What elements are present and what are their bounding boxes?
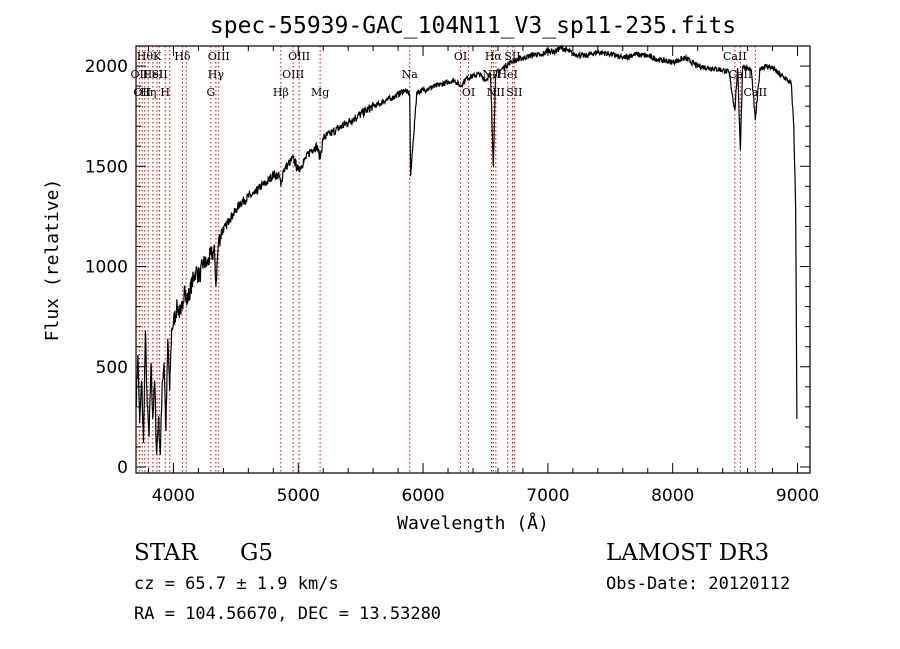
chart-title: spec-55939-GAC_104N11_V3_sp11-235.fits <box>210 13 736 39</box>
line-label: Na <box>402 68 419 81</box>
line-label: K <box>153 50 162 63</box>
x-tick-label: 6000 <box>401 486 444 506</box>
line-label: OII <box>133 86 151 99</box>
line-label: NII <box>487 86 505 99</box>
line-label: Hβ <box>273 86 289 99</box>
object-class: STAR <box>134 540 198 566</box>
y-tick-label: 1500 <box>85 157 128 177</box>
line-label: CaII <box>723 50 747 63</box>
y-tick-label: 0 <box>117 458 128 478</box>
y-axis-ticks: 0 500 1000 1500 2000 <box>85 45 810 478</box>
line-label: NII <box>482 68 500 81</box>
line-label: Hδ <box>174 50 191 63</box>
line-label: H <box>160 86 170 99</box>
line-label: Hθ <box>137 50 154 63</box>
line-label: OI <box>462 86 475 99</box>
line-label: Hη <box>140 86 156 99</box>
x-axis-label: Wavelength (Å) <box>397 512 549 534</box>
line-markers <box>138 46 756 473</box>
observation-date: Obs-Date: 20120112 <box>606 574 791 594</box>
coordinates: RA = 104.56670, DEC = 13.53280 <box>134 604 442 624</box>
redshift-velocity: cz = 65.7 ± 1.9 km/s <box>134 574 339 594</box>
x-axis-ticks: 4000 5000 6000 7000 8000 9000 <box>147 46 819 506</box>
line-label: G <box>206 86 215 99</box>
line-label: CaII <box>729 68 753 81</box>
spectral-subclass: G5 <box>240 540 274 566</box>
line-label: SII <box>506 86 522 99</box>
line-label: OII <box>131 68 149 81</box>
y-tick-label: 2000 <box>85 57 128 77</box>
line-label: OIII <box>288 50 310 63</box>
spectrum-series-line <box>135 44 798 456</box>
y-tick-label: 500 <box>96 358 128 378</box>
plot-frame <box>135 45 811 474</box>
line-label: Hα <box>485 50 503 63</box>
y-tick-label: 1000 <box>85 258 128 278</box>
line-label: HeI <box>143 68 163 81</box>
x-tick-label: 9000 <box>776 486 819 506</box>
line-label: HeI <box>497 68 517 81</box>
line-labels: OII OII Hθ Hη HeI K SII H Hδ G Hγ OIII Hβ OIII OIII Mg N… <box>131 50 768 99</box>
x-tick-label: 4000 <box>152 486 195 506</box>
y-axis-label: Flux (relative) <box>42 179 63 342</box>
line-label: OIII <box>282 68 304 81</box>
survey-name: LAMOST DR3 <box>606 540 770 566</box>
x-tick-label: 5000 <box>277 486 320 506</box>
line-label: SII <box>151 68 167 81</box>
line-label: OI <box>454 50 467 63</box>
line-label: OIII <box>208 50 230 63</box>
line-label: Mg <box>311 86 329 99</box>
x-tick-label: 8000 <box>651 486 694 506</box>
x-tick-label: 7000 <box>526 486 569 506</box>
line-label: Hγ <box>208 68 225 81</box>
line-label: CaII <box>743 86 767 99</box>
